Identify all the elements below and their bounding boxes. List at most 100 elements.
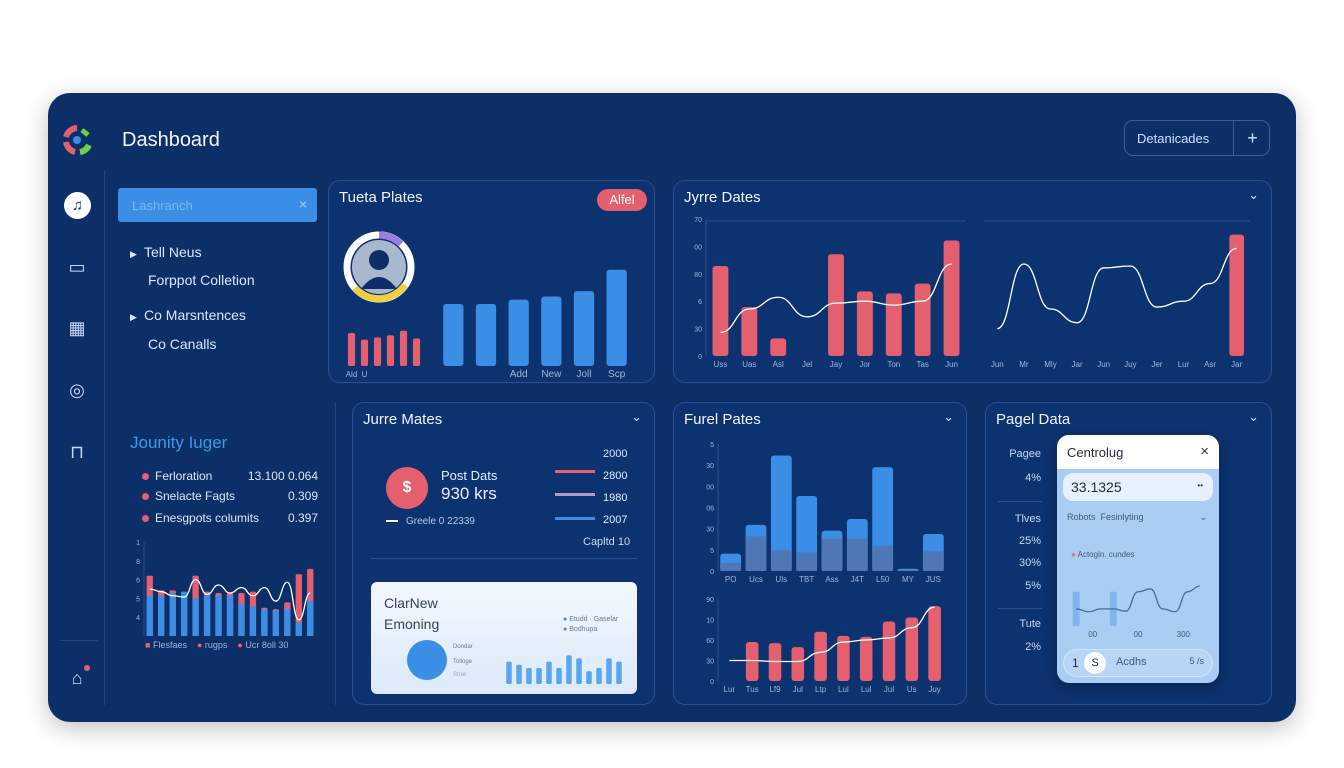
alert-badge[interactable]: Alfel — [597, 189, 647, 211]
x-tick-label: Us — [907, 685, 917, 694]
sidebar-chart-legend: ■ Flesfaes ● rugps ● Ucr 8oll 30 — [145, 640, 288, 650]
clipboard-icon[interactable]: ▭ — [68, 257, 86, 277]
stat-label: Post Dats — [441, 468, 498, 483]
bar-lower-segment — [169, 593, 176, 636]
nav-item-co-canalls[interactable]: Co Canalls — [148, 336, 216, 352]
bar-lower-segment — [146, 595, 153, 636]
add-button[interactable]: + — [1233, 121, 1271, 155]
chevron-down-icon[interactable]: ⌄ — [1248, 409, 1259, 424]
y-tick-label: 10 — [706, 618, 714, 625]
stat-label: Snelacte Fagts — [155, 489, 236, 503]
x-tick-label: Jor — [859, 360, 870, 369]
close-icon[interactable]: × — [1200, 443, 1209, 460]
y-tick-label: 30 — [706, 659, 714, 666]
bar — [443, 303, 464, 366]
legend-label: Bodhupa — [569, 626, 598, 633]
x-tick-label: Tas — [916, 360, 928, 369]
lock-icon[interactable]: ⊓ — [69, 442, 85, 462]
y-tick-label: 06 — [706, 506, 714, 513]
bar-lower-segment — [249, 606, 257, 636]
x-tick-label: Jul — [884, 685, 894, 694]
caption: Capltd 10 — [583, 536, 631, 548]
bar — [556, 668, 562, 684]
input-value: 33.1325 — [1071, 479, 1122, 495]
furel-top-chart: 0 5 30 06 00 30 5 PO Ucs Uls TBT Ass J4T L50 MY JUS — [706, 442, 944, 584]
bar-lower-segment — [203, 594, 211, 636]
y-tick-label: 6 — [698, 299, 702, 306]
legend-value: 2800 — [603, 470, 628, 482]
clarnew-bar-chart — [506, 655, 622, 684]
x-tick-label: Jel — [802, 360, 812, 369]
bar-lower-segment — [922, 551, 944, 571]
bar-lower-segment — [192, 598, 199, 636]
x-tick-label: Ucs — [749, 575, 763, 584]
bar — [541, 296, 562, 366]
nav-label: Co Marsntences — [144, 307, 246, 323]
search-input[interactable]: Lashranch × — [118, 188, 317, 222]
bar-lower-segment — [307, 601, 314, 636]
y-tick-label: 0 — [710, 679, 714, 686]
x-tick-label: U — [362, 370, 368, 379]
card-title: ClarNew — [384, 595, 438, 611]
secure-home-icon[interactable]: ⌂ — [64, 665, 90, 691]
actions-row[interactable]: 1 S Acdhs 5 /s — [1063, 649, 1213, 677]
logo-icon — [63, 125, 92, 155]
stat-row: Ferloration 13.100 0.064 — [142, 469, 318, 483]
bar — [616, 661, 622, 684]
edit-calendar-icon[interactable]: ▦ — [68, 318, 86, 338]
chevron-down-icon[interactable]: ⌄ — [631, 409, 642, 424]
clear-search-icon[interactable]: × — [298, 196, 307, 212]
clarnew-card[interactable]: ClarNew Emoning ● Etudd · Gaselar ● Bodh… — [371, 582, 637, 694]
location-pin-icon[interactable]: ◎ — [69, 380, 85, 400]
bar-lower-segment — [821, 538, 843, 571]
x-tick-label: TBT — [799, 575, 814, 584]
bar-lower-segment — [295, 622, 302, 636]
bar — [606, 269, 627, 366]
footer-badge: S — [1084, 652, 1106, 674]
bar — [347, 333, 356, 366]
detanicades-button[interactable]: Detanicades — [1137, 131, 1210, 146]
legend-label: Actogin. cundes — [1077, 550, 1135, 559]
bar-lower-segment — [770, 550, 792, 571]
x-tick-label: Ald — [346, 370, 358, 379]
x-tick-label: Uas — [742, 360, 756, 369]
bar — [546, 661, 552, 684]
nav-item-tell-neus[interactable]: ▶ Tell Neus — [130, 244, 202, 260]
bar-lower-segment — [284, 609, 291, 636]
bar — [770, 455, 792, 571]
metric-value: 2% — [1025, 641, 1041, 653]
chevron-down-icon[interactable]: ⌄ — [1248, 187, 1259, 202]
bar-lower-segment — [897, 569, 919, 571]
bar — [791, 647, 805, 681]
furel-bottom-chart: 0 30 60 10 90 Lur Tus Lf9 Jul Ltp Lul Lul Jul Us Juy — [706, 597, 941, 694]
select-label: Robots — [1067, 512, 1096, 522]
pie-label: Stow — [453, 672, 467, 678]
x-tick-label: MY — [902, 575, 915, 584]
stat-value: 13.100 0.064 — [247, 469, 318, 483]
chevron-down-icon[interactable]: ⌄ — [943, 409, 954, 424]
stat-sub: Greele 0 22339 — [406, 516, 475, 527]
stat-value: 930 krs — [441, 484, 497, 503]
x-tick-label: Jun — [1097, 360, 1110, 369]
bullet-icon — [142, 473, 149, 480]
panel-jurre-mates: Jurre Mates ⌄ $ Post Dats 930 krs Greele… — [352, 402, 655, 705]
y-tick-label: 5 — [136, 596, 140, 603]
x-tick-label: Asl — [773, 360, 784, 369]
bar — [508, 299, 529, 366]
value-input[interactable]: 33.1325 •• — [1063, 473, 1213, 501]
chevron-down-icon: ⌄ — [1199, 512, 1207, 522]
nav-item-forppot-colletion[interactable]: Forppot Colletion — [148, 272, 255, 288]
filter-select[interactable]: Robots Fesinlyting ⌄ — [1067, 512, 1207, 522]
bar — [516, 664, 522, 684]
jyrre-left-chart: 0 30 6 80 00 70 Uss Uas Asl Jel Jay Jor Ton Tas Jun — [694, 217, 966, 369]
y-tick-label: 6 — [136, 578, 140, 585]
header-action-group: Detanicades + — [1124, 120, 1270, 156]
y-tick-label: 80 — [694, 272, 702, 279]
user-icon[interactable]: ♫ — [64, 192, 91, 219]
x-tick-label: Lf9 — [769, 685, 781, 694]
bar-lower-segment — [238, 603, 245, 636]
bar-lower-segment — [158, 595, 165, 636]
x-tick-label: Tus — [746, 685, 759, 694]
stat-value: 0.309 — [287, 489, 318, 503]
nav-item-co-marsntences[interactable]: ▶ Co Marsntences — [130, 307, 246, 323]
